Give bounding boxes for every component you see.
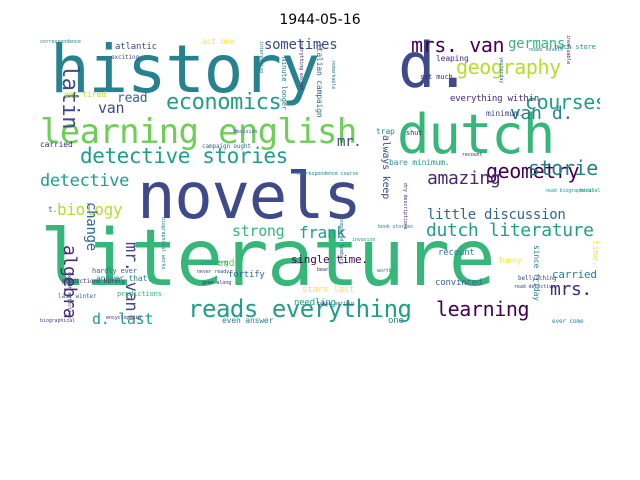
- word-dutch-3: dutch: [397, 103, 555, 166]
- word-novels-1: novels: [137, 160, 362, 234]
- word-even-answer-59: even answer: [222, 316, 274, 325]
- word-never-ready-86: never ready: [197, 269, 230, 275]
- word-history-2: history: [50, 35, 320, 108]
- word-carried-away-42: carried away: [552, 268, 600, 281]
- word-correspondence-69: correspondence: [40, 39, 81, 45]
- word-carried-54: carried: [40, 140, 73, 149]
- word-learning-13: learning: [436, 297, 530, 321]
- word-van-d-16: van d.: [510, 103, 573, 124]
- word-predictions-hardly-55: predictions hardly: [62, 278, 125, 285]
- word-invaluable-76: invaluable: [565, 35, 571, 65]
- word-everything-except-87: everything except: [298, 41, 304, 91]
- word-everything-within-35: everything within: [450, 94, 540, 104]
- word-lemberg-62: lemberg: [200, 259, 229, 267]
- word-detective-stories-8: detective stories: [80, 144, 288, 168]
- word-interesting-88: interesting: [258, 41, 264, 74]
- word-decision-98: decision: [234, 129, 258, 135]
- word-learning-english-5: learning english: [40, 112, 357, 152]
- word-trap-46: trap: [376, 127, 395, 136]
- word-economics-7: economics: [166, 90, 282, 115]
- word-mr-32: mr.: [337, 134, 362, 150]
- word-minimum-44: minimum.: [486, 109, 524, 118]
- word-amazing-20: amazing: [427, 168, 501, 189]
- word-goes-along-79: goes along: [202, 280, 232, 286]
- word-sometimes-28: sometimes: [264, 37, 338, 53]
- word-exciting-68: exciting: [111, 54, 139, 61]
- word-frank-21: frank: [299, 223, 346, 242]
- word-shut-82: shut: [406, 129, 423, 137]
- word-convinced-36: convinced: [435, 278, 483, 288]
- word-campaign-ought-70: campaign ought: [202, 143, 251, 150]
- word-time-66: time.: [590, 240, 600, 267]
- word-detective-18: detective: [40, 171, 130, 191]
- word-stories-14: stories: [528, 156, 600, 180]
- word-get-tired-53: get tired: [64, 90, 106, 99]
- word-remarkable-95: remarkable: [330, 60, 336, 90]
- word-biographical-73: biographical: [40, 318, 75, 324]
- word-literature-0: literature: [40, 214, 496, 304]
- word-answer-that-41: answer that.: [96, 274, 152, 283]
- word-read-31: read: [117, 91, 148, 106]
- word-bellyaching-77: bellyaching: [518, 275, 557, 282]
- word-read-biographical-75: read biographical: [545, 188, 595, 194]
- word-encyclopedia-72: encyclopedia: [106, 315, 141, 321]
- word-mrs-26: mrs.: [550, 279, 592, 300]
- word-worth-99: worth: [377, 268, 392, 274]
- word-leaping-49: leaping: [436, 54, 469, 63]
- word-correspondence-course-90: correspondence course: [297, 171, 359, 177]
- word-cloud: literature novels history dutch d. learning e…: [40, 35, 600, 330]
- word-little-discussion-33: little discussion: [427, 207, 566, 223]
- word-needling-64: needling: [294, 298, 336, 308]
- word-geography-9: geography: [456, 55, 561, 79]
- word-hardly-ever-56: hardly ever: [92, 267, 137, 275]
- word-change-34: change: [83, 202, 99, 251]
- word-set-much-50: set much: [420, 73, 453, 81]
- word-t-81: t.: [48, 205, 58, 214]
- word-since-friday-65: since friday: [532, 245, 541, 301]
- word-dry-descriptions-91: dry descriptions: [402, 183, 408, 230]
- word-read-detective-96: read detective: [514, 284, 555, 290]
- word-germans-29: germans: [508, 36, 566, 52]
- word-always-keep-45: always keep: [380, 135, 391, 200]
- chart-title: 1944-05-16: [279, 12, 361, 28]
- word-act-one-67: act one: [202, 37, 235, 46]
- word-takes-serious-80: takes serious: [317, 301, 355, 307]
- word-recount-100: recount: [462, 152, 483, 158]
- word-reads-novels-48: reads novels: [528, 47, 563, 53]
- word-minute-longer-52: minute longer: [280, 57, 288, 110]
- word-invasion-92: invasion: [352, 237, 376, 243]
- word-yesterday-89: yesterday: [498, 57, 504, 84]
- word-courses-15: courses: [525, 90, 600, 114]
- word-last-winter-57: last winter: [58, 293, 97, 300]
- word-bear-83: bear: [317, 267, 329, 273]
- word-italian-campaign-51: italian campaign: [315, 43, 324, 118]
- word-d-4: d.: [398, 35, 471, 102]
- word-fortify-40: fortify: [228, 270, 265, 280]
- word-dutch-literature-12: dutch literature: [426, 220, 594, 241]
- word-ever-come-71: ever come: [552, 318, 584, 325]
- word-end-61: end: [217, 258, 235, 269]
- word-single-time-39: single time.: [291, 253, 368, 266]
- word-predictions-58: predictions: [117, 290, 162, 298]
- word-biographical-works-93: biographical works: [160, 217, 166, 270]
- word-van-30: van: [98, 99, 125, 117]
- word-except-detective-94: except detective: [66, 272, 72, 319]
- word-bare-minimum-38: bare minimum.: [389, 158, 450, 167]
- word-stars-last-63: stars last: [302, 285, 355, 295]
- word-reads-everything-6: reads everything: [188, 295, 412, 323]
- word-book-stories-84: book stories: [378, 224, 413, 230]
- word-d-last-27: d. last: [92, 310, 154, 328]
- word-geometry-11: geometry: [486, 159, 580, 183]
- word-much-store-47: much store: [555, 43, 596, 51]
- word-mrs-van-10: mrs. van: [411, 35, 505, 57]
- word-biology-19: biology: [57, 200, 123, 219]
- word-recount-37: recount: [438, 248, 475, 258]
- word-strong-22: strong: [232, 222, 285, 240]
- word-atlantic-43: atlantic: [115, 42, 157, 52]
- word-conquered-lemberg-97: conquered lemberg: [338, 215, 344, 265]
- word-funny-78: funny: [498, 256, 522, 265]
- word-one-60: one: [388, 316, 404, 326]
